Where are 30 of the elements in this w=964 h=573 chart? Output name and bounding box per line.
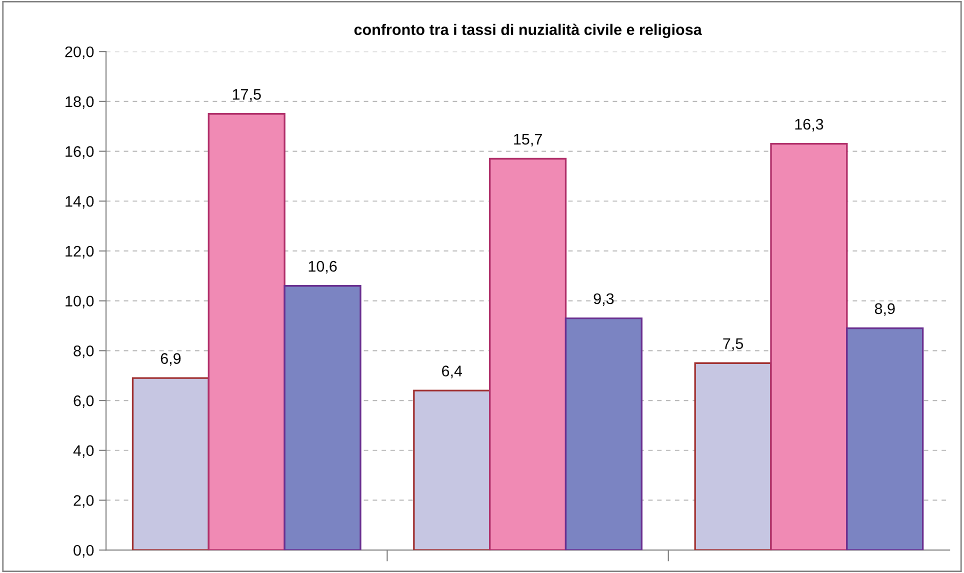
data-label: 16,3 bbox=[795, 118, 824, 132]
bar bbox=[694, 362, 772, 550]
data-label: 6,9 bbox=[160, 353, 181, 366]
bar bbox=[564, 317, 642, 550]
data-label: 9,3 bbox=[594, 293, 614, 306]
y-tick-label: 4,0 bbox=[73, 445, 94, 458]
bar bbox=[284, 285, 362, 550]
data-label: 7,5 bbox=[723, 338, 744, 351]
y-tick-label: 16,0 bbox=[66, 146, 94, 159]
chart-title: confronto tra i tassi di nuzialità civile e religiosa bbox=[354, 24, 702, 38]
bar bbox=[770, 142, 848, 550]
y-tick-label: 12,0 bbox=[66, 246, 94, 258]
data-label: 6,4 bbox=[442, 366, 462, 378]
data-label: 10,6 bbox=[308, 260, 337, 274]
data-label: 8,9 bbox=[874, 303, 895, 316]
bar bbox=[132, 377, 210, 550]
y-tick-label: 8,0 bbox=[74, 346, 94, 358]
y-tick-label: 0,0 bbox=[74, 544, 94, 558]
y-tick-label: 10,0 bbox=[66, 296, 94, 308]
data-label: 15,7 bbox=[514, 134, 542, 146]
bar bbox=[488, 158, 567, 550]
y-tick-label: 2,0 bbox=[74, 495, 94, 508]
y-tick-label: 18,0 bbox=[66, 96, 94, 109]
y-tick-label: 6,0 bbox=[74, 395, 94, 408]
y-tick-label: 14,0 bbox=[66, 196, 94, 209]
data-label: 17,5 bbox=[232, 89, 261, 102]
bar bbox=[413, 390, 491, 550]
bar bbox=[846, 327, 924, 550]
y-tick-label: 20,0 bbox=[65, 46, 94, 60]
bar bbox=[208, 113, 286, 550]
